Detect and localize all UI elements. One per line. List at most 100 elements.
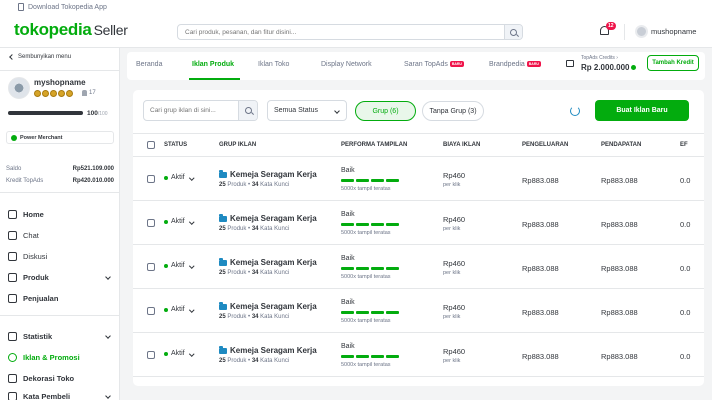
chip-grup[interactable]: Grup (6) — [355, 101, 416, 121]
performance-bar — [356, 355, 369, 358]
column-grup-iklan[interactable]: GRUP IKLAN — [219, 142, 257, 148]
group-name-link[interactable]: Kemeja Seragam Kerja — [219, 258, 317, 267]
table-row: Aktif Kemeja Seragam Kerja 25 Produk • 34 … — [133, 201, 704, 245]
row-checkbox[interactable] — [147, 263, 155, 271]
chevron-down-icon — [334, 107, 340, 114]
row-checkbox[interactable] — [147, 351, 155, 359]
column-pengeluaran[interactable]: PENGELUARAN — [522, 142, 569, 148]
column-biaya[interactable]: BIAYA IKLAN — [443, 142, 481, 148]
new-badge: BARU — [449, 61, 464, 68]
performance-bar — [371, 223, 384, 226]
performance-label: Baik — [341, 167, 355, 174]
bid-subtext: per klik — [443, 358, 461, 364]
decoration-icon — [8, 373, 17, 383]
folder-icon — [219, 258, 227, 266]
download-app-link[interactable]: Download Tokopedia App — [0, 0, 712, 14]
column-performa[interactable]: PERFORMA TAMPILAN — [341, 142, 408, 148]
credits-value-text: Rp 2.000.000 — [581, 63, 630, 72]
power-merchant-badge[interactable]: Power Merchant — [6, 131, 114, 144]
sidebar-item-diskusi[interactable]: Diskusi — [8, 250, 114, 262]
status-dropdown[interactable]: Aktif — [164, 306, 197, 313]
tab-label: Brandpedia — [489, 61, 525, 68]
status-filter-select[interactable]: Semua Status — [267, 100, 347, 121]
sidebar-item-label: Iklan & Promosi — [23, 352, 80, 362]
sidebar-item-iklan-promosi[interactable]: Iklan & Promosi — [8, 351, 114, 363]
kredit-topads-row[interactable]: Kredit TopAds Rp420.010.000 — [6, 178, 114, 184]
group-name-link[interactable]: Kemeja Seragam Kerja — [219, 170, 317, 179]
status-dropdown[interactable]: Aktif — [164, 174, 197, 181]
sidebar-item-home[interactable]: Home — [8, 208, 114, 220]
shop-name[interactable]: myshopname — [34, 78, 86, 87]
bid-value: Rp460 — [443, 171, 466, 180]
row-checkbox[interactable] — [147, 307, 155, 315]
group-name-link[interactable]: Kemeja Seragam Kerja — [219, 214, 317, 223]
column-efektivitas[interactable]: EF — [680, 142, 688, 148]
chevron-down-icon — [188, 219, 194, 224]
global-search-button[interactable] — [504, 25, 522, 39]
group-name-link[interactable]: Kemeja Seragam Kerja — [219, 346, 317, 355]
status-dropdown[interactable]: Aktif — [164, 218, 197, 225]
status-dropdown[interactable]: Aktif — [164, 350, 197, 357]
performance-bar — [371, 355, 384, 358]
download-app-text[interactable]: Download Tokopedia App — [28, 3, 107, 11]
tab-beranda[interactable]: Beranda — [136, 61, 163, 68]
tab-brandpedia[interactable]: Brandpedia BARU — [489, 61, 541, 68]
performance-bar — [341, 355, 354, 358]
sidebar-item-chat[interactable]: Chat — [8, 229, 114, 241]
performance-bar — [386, 355, 399, 358]
column-pendapatan[interactable]: PENDAPATAN — [601, 142, 642, 148]
tab-saran-topads[interactable]: Saran TopAds BARU — [404, 61, 464, 68]
sidebar-item-kata-pembeli[interactable]: Kata Pembeli — [8, 390, 114, 400]
medal-icon — [58, 90, 65, 97]
saldo-row[interactable]: Saldo Rp521.109.000 — [6, 166, 114, 172]
product-label: Produk — [227, 182, 247, 188]
status-dropdown[interactable]: Aktif — [164, 262, 197, 269]
sidebar-item-produk[interactable]: Produk — [8, 271, 114, 283]
add-credit-button[interactable]: Tambah Kredit — [647, 55, 699, 71]
avatar[interactable] — [635, 25, 648, 38]
discussion-icon — [8, 251, 17, 261]
notification-button[interactable] — [600, 26, 610, 37]
tab-iklan-toko[interactable]: Iklan Toko — [258, 61, 290, 68]
tab-iklan-produk[interactable]: Iklan Produk — [192, 61, 235, 68]
sidebar-item-penjualan[interactable]: Penjualan — [8, 292, 114, 304]
hide-menu-button[interactable]: Sembunyikan menu — [9, 54, 71, 60]
global-search-input[interactable] — [178, 25, 504, 39]
folder-icon — [219, 302, 227, 310]
tab-display-network[interactable]: Display Network — [321, 61, 372, 68]
keyword-count: 34 — [251, 226, 259, 232]
table-row: Aktif Kemeja Seragam Kerja 25 Produk • 34 … — [133, 333, 704, 377]
sidebar-item-statistik[interactable]: Statistik — [8, 330, 114, 342]
performance-bar — [341, 311, 354, 314]
group-search-button[interactable] — [238, 101, 257, 120]
group-meta: 25 Produk • 34 Kata Kunci — [219, 226, 290, 232]
performance-subtext: 5000x tampil teratas — [341, 362, 391, 368]
account-shop-name[interactable]: mushopname — [651, 27, 697, 36]
column-status[interactable]: STATUS — [164, 142, 188, 148]
shop-avatar[interactable] — [8, 77, 30, 99]
tab-label: Saran TopAds — [404, 61, 448, 68]
logo-text: tokopedia — [14, 20, 92, 39]
pendapatan-value: Rp883.088 — [601, 176, 638, 185]
group-search-input[interactable] — [144, 101, 238, 120]
pendapatan-value: Rp883.088 — [601, 264, 638, 273]
sidebar-item-dekorasi-toko[interactable]: Dekorasi Toko — [8, 372, 114, 384]
power-merchant-icon — [11, 134, 17, 141]
new-badge: BARU — [526, 61, 541, 68]
refresh-button[interactable] — [567, 103, 583, 119]
row-checkbox[interactable] — [147, 219, 155, 227]
divider — [0, 315, 120, 316]
tokopedia-logo[interactable]: tokopedia Seller — [14, 20, 128, 40]
select-all-checkbox[interactable] — [147, 141, 155, 149]
create-ad-button[interactable]: Buat Iklan Baru — [595, 100, 689, 121]
saldo-value: Rp521.109.000 — [72, 166, 114, 172]
sidebar-item-label: Penjualan — [23, 293, 59, 303]
ad-groups-card: Semua Status Grup (6) Tanpa Grup (3) Bua… — [133, 90, 704, 386]
global-search — [177, 24, 523, 40]
table-row: Aktif Kemeja Seragam Kerja 25 Produk • 34 … — [133, 289, 704, 333]
group-name-link[interactable]: Kemeja Seragam Kerja — [219, 302, 317, 311]
row-checkbox[interactable] — [147, 175, 155, 183]
chip-tanpa-grup[interactable]: Tanpa Grup (3) — [422, 101, 484, 121]
topads-credits-label[interactable]: TopAds Credits › — [581, 55, 618, 61]
efektivitas-value: 0.0 — [680, 308, 691, 317]
